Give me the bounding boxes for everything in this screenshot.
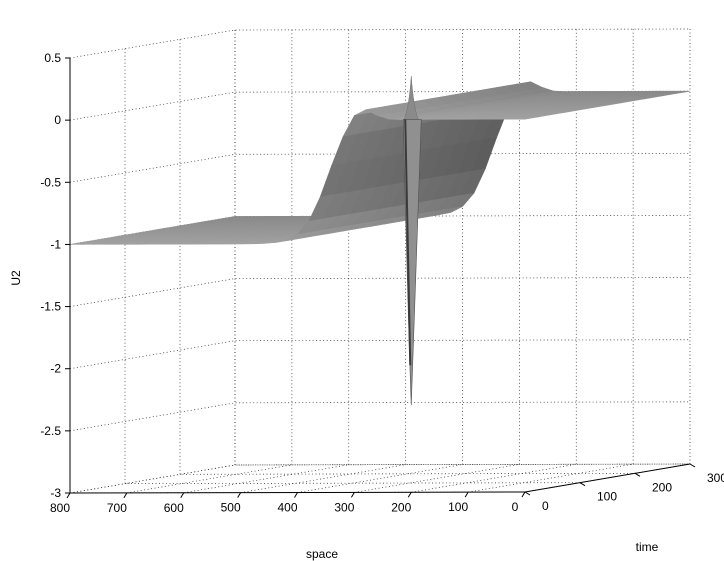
time-tick-label: 0 — [542, 499, 549, 513]
space-tick — [464, 491, 469, 498]
floor-grid — [69, 463, 691, 494]
floor-grid-line — [179, 472, 636, 475]
back-grid — [69, 28, 691, 494]
time-tick-label: 200 — [652, 480, 672, 494]
z-tick-label: -2 — [50, 362, 61, 376]
space-tick-label: 300 — [334, 500, 354, 514]
space-tick-label: 400 — [277, 501, 297, 515]
spike-positive — [403, 75, 419, 120]
floor-grid-line — [234, 463, 691, 466]
time-tick-label: 100 — [597, 490, 617, 504]
space-tick-labels: 800 700 600 500 400 300 200 100 0 — [50, 491, 526, 515]
x-axis-label: space — [306, 547, 338, 561]
spike-negative — [402, 119, 422, 406]
floor-grid-line — [124, 482, 581, 485]
y-axis-label: time — [636, 540, 659, 554]
z-tick-labels: 0.5 0 -0.5 -1 -1.5 -2 -2.5 -3 — [40, 51, 70, 500]
space-tick-label: 600 — [164, 501, 184, 515]
z-tick-label: 0.5 — [44, 51, 61, 65]
space-tick — [66, 492, 71, 499]
space-tick — [237, 492, 242, 498]
z-tick-label: -3 — [50, 486, 61, 500]
space-tick-label: 0 — [512, 500, 519, 514]
time-tick — [579, 482, 586, 487]
spike-negative-shade — [404, 119, 412, 366]
z-tick-label: -2.5 — [40, 424, 61, 438]
back-grid-line — [69, 339, 691, 370]
z-axis-label: U2 — [9, 270, 23, 286]
space-tick-label: 700 — [107, 501, 127, 515]
space-tick — [180, 492, 185, 499]
time-tick — [689, 463, 696, 468]
y-axis-line — [524, 463, 691, 493]
space-tick — [407, 491, 412, 498]
space-tick — [123, 492, 128, 499]
space-tick — [521, 491, 526, 498]
z-tick-label: 0 — [54, 113, 61, 127]
space-tick-label: 500 — [221, 501, 241, 515]
z-tick-label: -0.5 — [40, 175, 61, 189]
space-tick-label: 200 — [391, 500, 411, 514]
z-tick-label: -1.5 — [40, 300, 61, 314]
space-tick — [350, 492, 355, 498]
time-tick-labels: 0 100 200 300 — [524, 463, 724, 513]
surface — [69, 75, 691, 406]
time-tick-label: 300 — [707, 471, 724, 485]
time-tick — [524, 491, 531, 496]
space-tick-label: 100 — [448, 500, 468, 514]
time-tick — [634, 472, 641, 477]
back-grid-line — [69, 401, 691, 432]
back-grid-line — [69, 28, 691, 59]
space-tick-label: 800 — [50, 501, 70, 515]
z-tick-label: -1 — [50, 237, 61, 251]
back-grid-line — [69, 277, 691, 307]
back-grid-line — [69, 463, 691, 494]
surface-patch — [69, 241, 96, 245]
space-tick — [294, 492, 298, 498]
